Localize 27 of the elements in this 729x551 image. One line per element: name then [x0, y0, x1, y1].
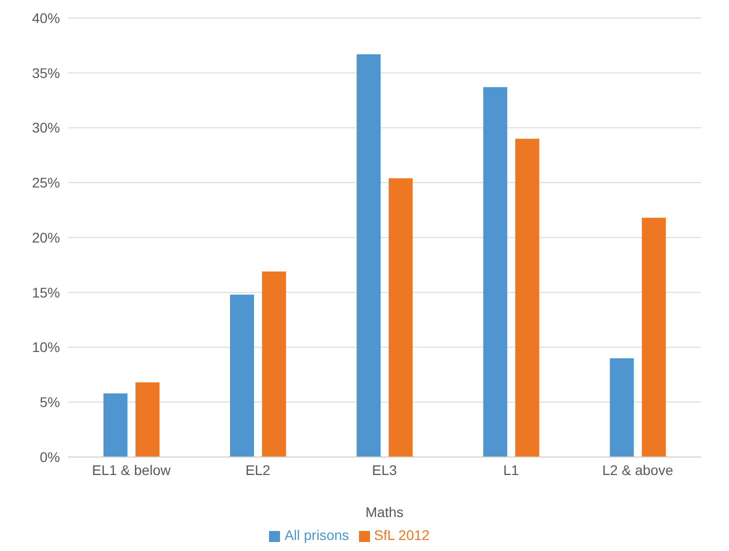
bar — [483, 87, 508, 457]
x-tick-label: L1 — [503, 462, 520, 478]
y-tick-label: 10% — [32, 339, 60, 356]
legend-label: All prisons — [284, 527, 350, 543]
y-tick-label: 25% — [32, 174, 60, 191]
y-tick-label: 30% — [32, 120, 60, 136]
x-tick-label: L2 & above — [602, 462, 674, 478]
bar — [135, 382, 160, 457]
bar — [262, 272, 286, 457]
bar — [642, 218, 666, 457]
y-tick-label: 15% — [32, 284, 60, 300]
y-tick-label: 40% — [32, 10, 60, 26]
bar — [356, 54, 381, 457]
bar — [610, 358, 634, 457]
y-tick-label: 5% — [40, 394, 60, 410]
x-tick-label: EL1 & below — [92, 462, 172, 478]
y-tick-label: 35% — [32, 64, 60, 81]
x-axis-title: Maths — [365, 504, 404, 520]
bar — [230, 294, 254, 457]
x-tick-label: EL2 — [245, 462, 271, 478]
bar — [103, 393, 128, 457]
x-tick-label: EL3 — [372, 462, 398, 478]
legend-label: SfL 2012 — [374, 527, 430, 543]
y-tick-label: 0% — [40, 448, 60, 465]
bar — [388, 178, 413, 457]
y-tick-label: 20% — [32, 229, 60, 246]
bar — [515, 138, 540, 457]
